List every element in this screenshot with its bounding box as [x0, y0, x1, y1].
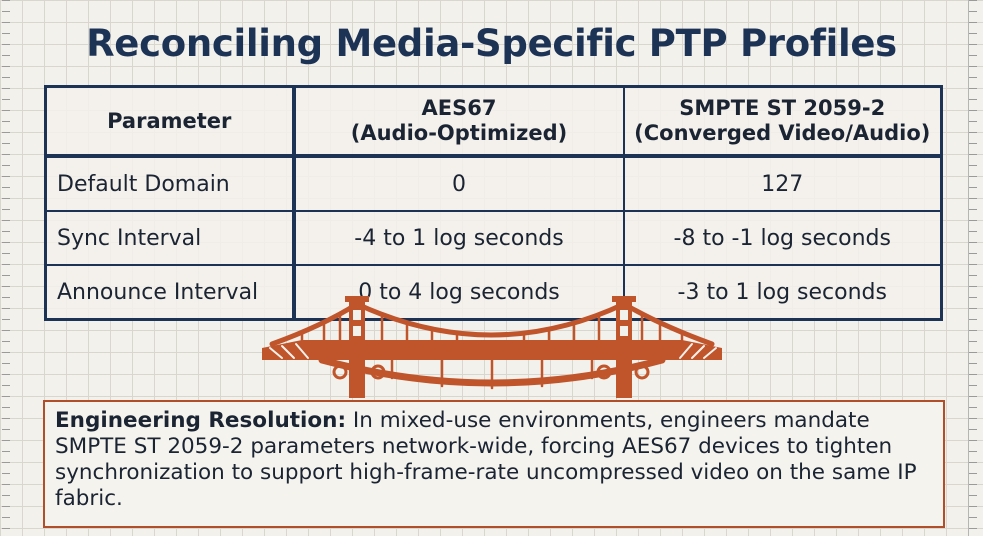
- cell-smpte-default-domain: 127: [622, 155, 943, 212]
- right-ruler-line: [968, 0, 969, 536]
- header-smpte-subtitle: (Converged Video/Audio): [634, 121, 931, 145]
- header-parameter: Parameter: [44, 85, 296, 158]
- suspension-bridge-icon: [262, 296, 722, 398]
- page-title: Reconciling Media-Specific PTP Profiles: [86, 22, 897, 65]
- cell-aes67-default-domain: 0: [292, 155, 625, 212]
- cell-aes67-announce-interval: 0 to 4 log seconds: [292, 264, 625, 321]
- table-row: Announce Interval 0 to 4 log seconds -3 …: [44, 264, 943, 321]
- resolution-text: In mixed-use environments, engineers man…: [55, 408, 917, 511]
- row-label-sync-interval: Sync Interval: [44, 210, 296, 266]
- row-label-announce-interval: Announce Interval: [44, 264, 296, 321]
- left-ruler: [2, 0, 10, 536]
- table-row: Sync Interval -4 to 1 log seconds -8 to …: [44, 210, 943, 266]
- cell-aes67-sync-interval: -4 to 1 log seconds: [292, 210, 625, 266]
- header-aes67-name: AES67: [421, 96, 497, 120]
- cell-smpte-sync-interval: -8 to -1 log seconds: [622, 210, 943, 266]
- resolution-lead: Engineering Resolution:: [55, 408, 347, 433]
- header-smpte-name: SMPTE ST 2059-2: [679, 96, 886, 120]
- ptp-profile-table: Parameter AES67 (Audio-Optimized) SMPTE …: [44, 85, 943, 321]
- cell-smpte-announce-interval: -3 to 1 log seconds: [622, 264, 943, 321]
- header-aes67: AES67 (Audio-Optimized): [292, 85, 625, 158]
- right-ruler: [969, 0, 977, 536]
- header-smpte: SMPTE ST 2059-2 (Converged Video/Audio): [622, 85, 943, 158]
- header-aes67-subtitle: (Audio-Optimized): [350, 121, 568, 145]
- row-label-default-domain: Default Domain: [44, 155, 296, 212]
- engineering-resolution-box: Engineering Resolution: In mixed-use env…: [43, 400, 945, 528]
- table-row: Default Domain 0 127: [44, 155, 943, 212]
- table-header-row: Parameter AES67 (Audio-Optimized) SMPTE …: [44, 85, 943, 158]
